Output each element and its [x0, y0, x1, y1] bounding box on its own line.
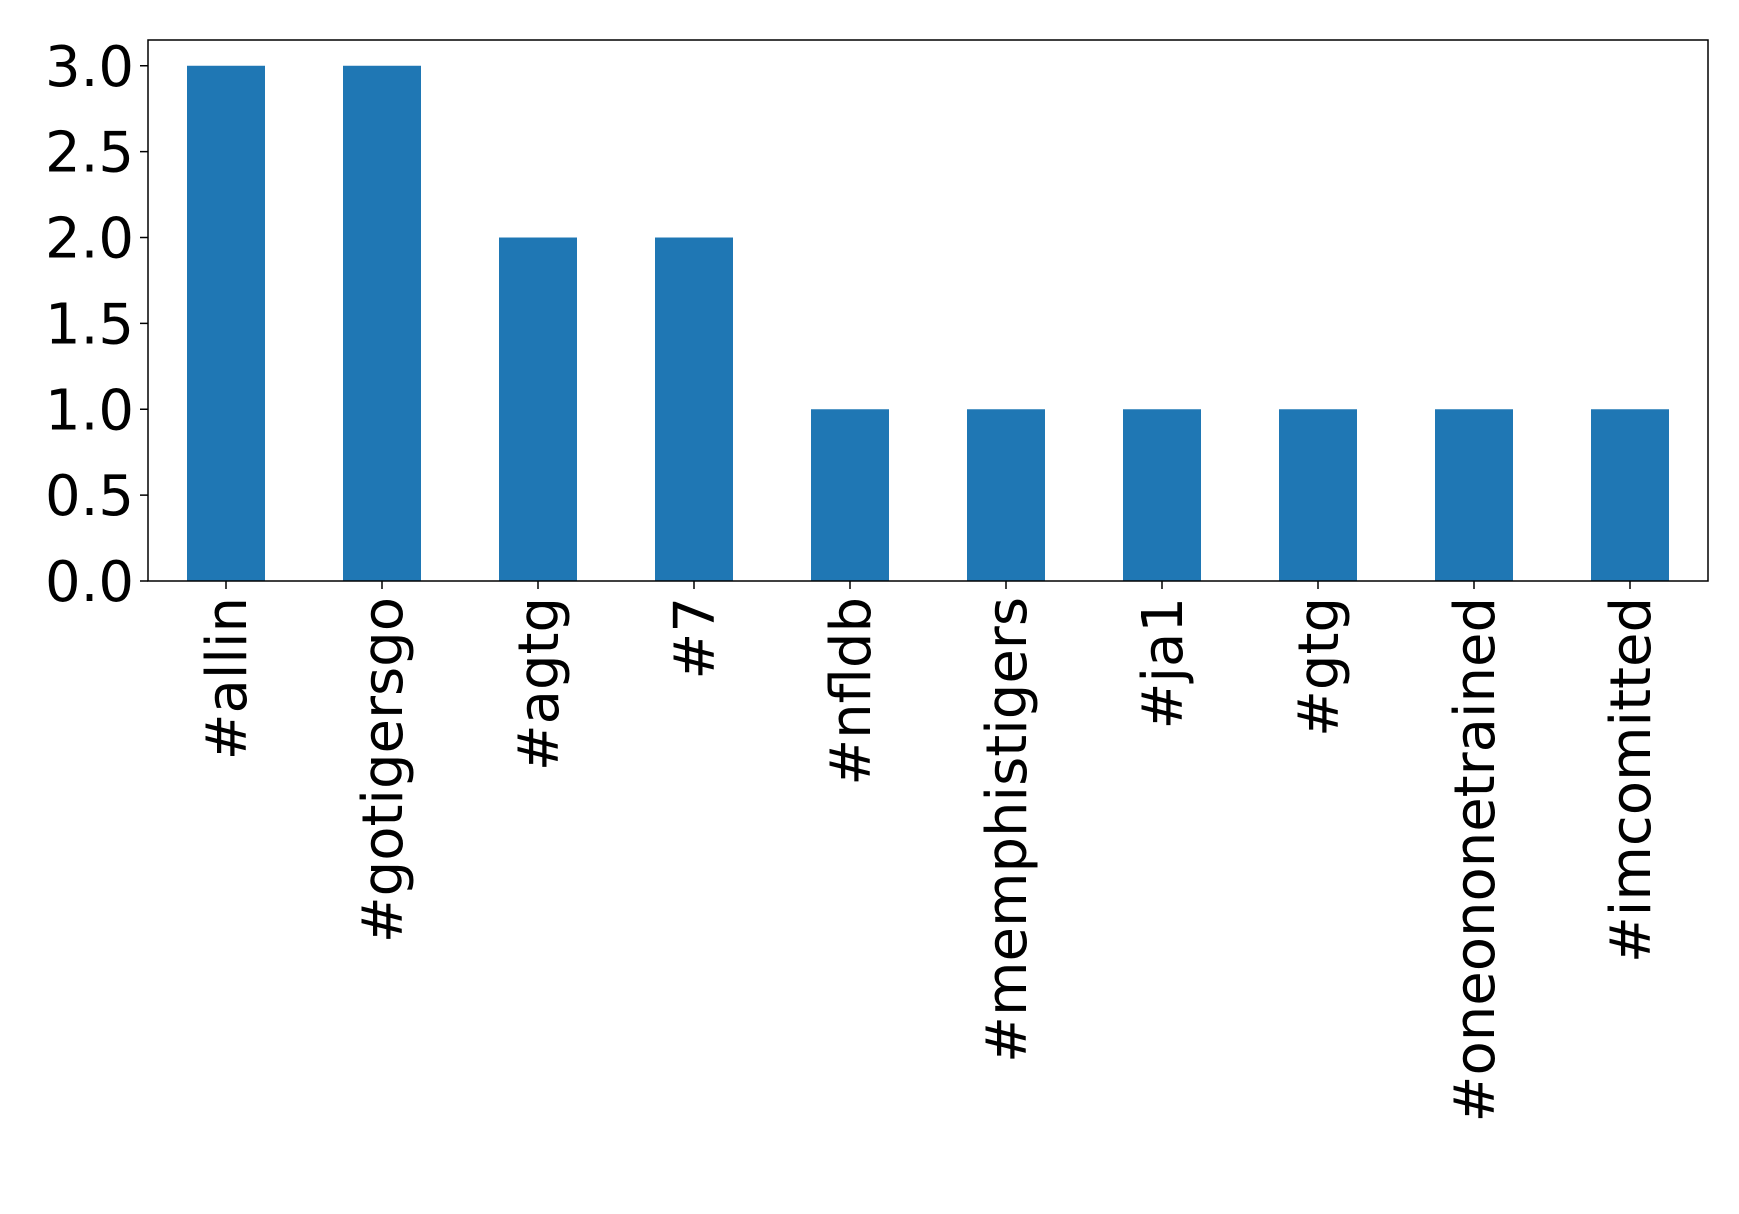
x-tick-label: #oneononetrained — [1443, 597, 1508, 1122]
x-tick-label: #7 — [663, 597, 728, 680]
x-tick-label: #ja1 — [1131, 597, 1196, 729]
bar — [967, 409, 1045, 581]
bar — [1123, 409, 1201, 581]
x-tick-label: #gtg — [1287, 597, 1352, 737]
y-tick-label: 0.0 — [45, 550, 134, 615]
bar — [499, 237, 577, 581]
x-tick-label: #agtg — [507, 597, 572, 771]
bar — [1591, 409, 1669, 581]
x-tick-label: #nfldb — [819, 597, 884, 786]
bar — [811, 409, 889, 581]
y-tick-label: 0.5 — [45, 464, 134, 529]
y-tick-label: 1.0 — [45, 378, 134, 443]
bar — [343, 65, 421, 581]
bar — [187, 65, 265, 581]
bar — [1435, 409, 1513, 581]
x-tick-label: #allin — [195, 597, 260, 760]
x-tick-label: #memphistigers — [975, 597, 1040, 1063]
y-tick-label: 1.5 — [45, 292, 134, 357]
x-tick-label: #imcomitted — [1599, 597, 1664, 963]
bar — [1279, 409, 1357, 581]
bar — [655, 237, 733, 581]
x-tick-label: #gotigersgo — [351, 597, 416, 943]
plot-frame — [147, 39, 1709, 582]
y-tick-label: 2.0 — [45, 207, 134, 272]
y-tick-label: 3.0 — [45, 35, 134, 100]
y-tick-label: 2.5 — [45, 121, 134, 186]
